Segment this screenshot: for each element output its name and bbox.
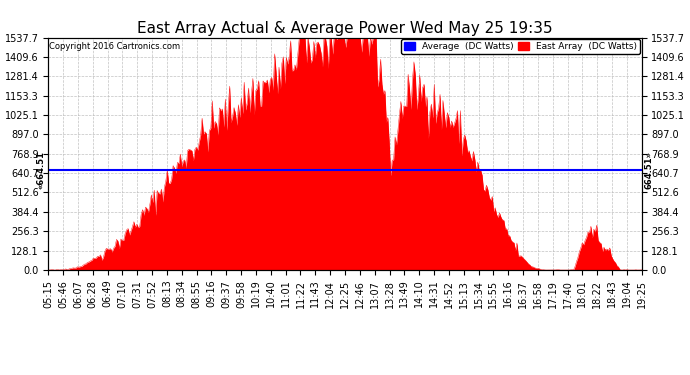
Text: 664.51»: 664.51» (644, 150, 653, 189)
Text: «664.51: «664.51 (37, 150, 46, 189)
Text: Copyright 2016 Cartronics.com: Copyright 2016 Cartronics.com (49, 42, 180, 51)
Title: East Array Actual & Average Power Wed May 25 19:35: East Array Actual & Average Power Wed Ma… (137, 21, 553, 36)
Legend: Average  (DC Watts), East Array  (DC Watts): Average (DC Watts), East Array (DC Watts… (401, 39, 640, 54)
